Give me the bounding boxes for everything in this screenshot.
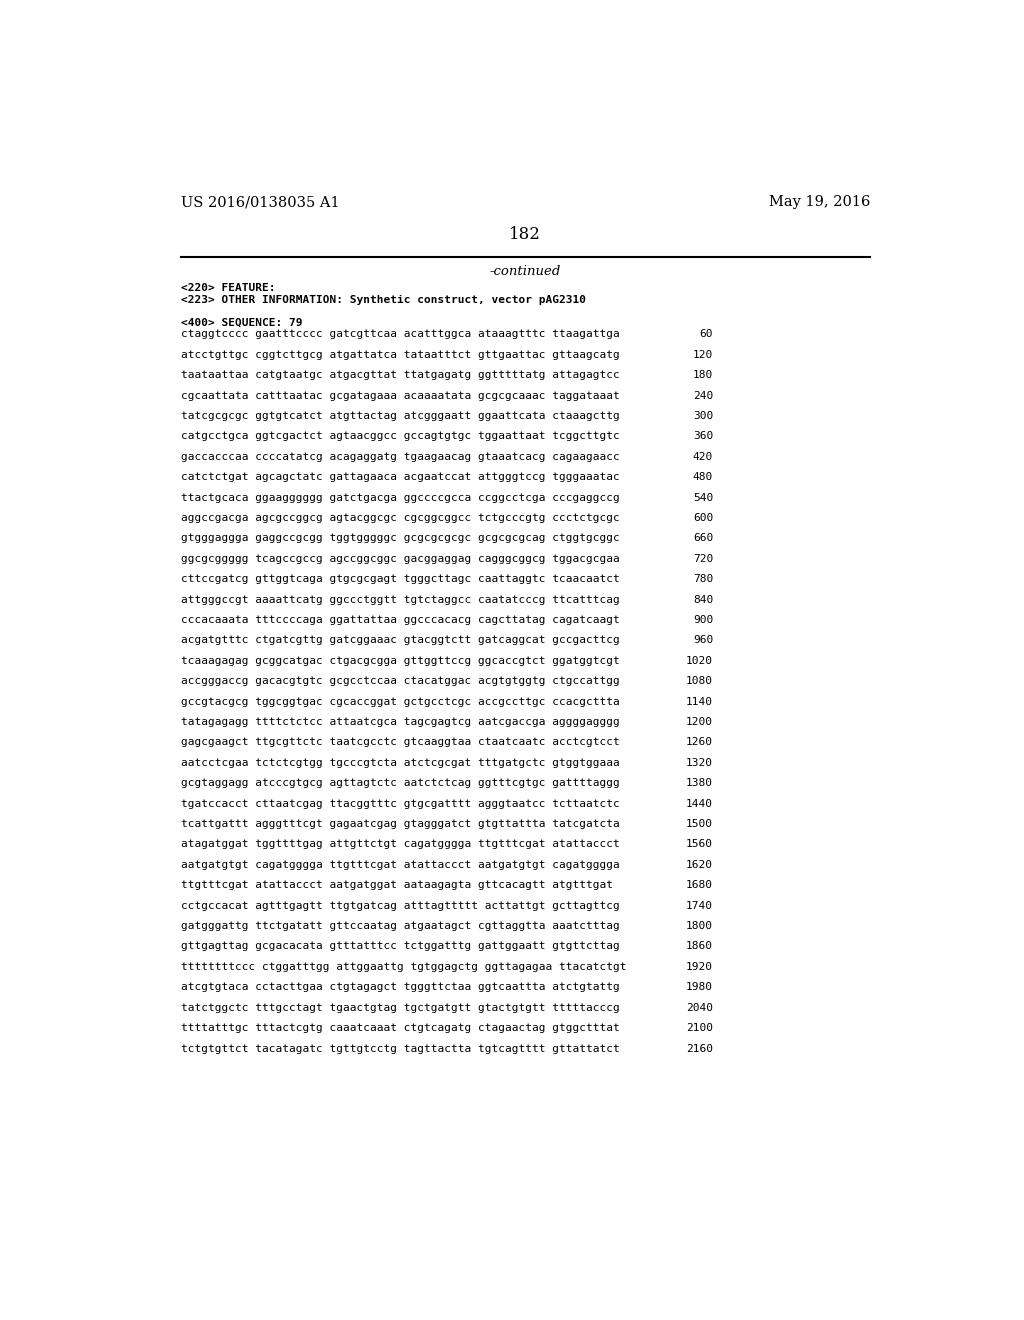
Text: 182: 182 [509,226,541,243]
Text: atcctgttgc cggtcttgcg atgattatca tataatttct gttgaattac gttaagcatg: atcctgttgc cggtcttgcg atgattatca tataatt… [180,350,620,360]
Text: cctgccacat agtttgagtt ttgtgatcag atttagttttt acttattgt gcttagttcg: cctgccacat agtttgagtt ttgtgatcag atttagt… [180,900,620,911]
Text: 780: 780 [693,574,713,585]
Text: aatgatgtgt cagatgggga ttgtttcgat atattaccct aatgatgtgt cagatgggga: aatgatgtgt cagatgggga ttgtttcgat atattac… [180,859,620,870]
Text: 1980: 1980 [686,982,713,993]
Text: cttccgatcg gttggtcaga gtgcgcgagt tgggcttagc caattaggtc tcaacaatct: cttccgatcg gttggtcaga gtgcgcgagt tgggctt… [180,574,620,585]
Text: 1200: 1200 [686,717,713,727]
Text: 60: 60 [699,330,713,339]
Text: 2040: 2040 [686,1003,713,1012]
Text: <220> FEATURE:: <220> FEATURE: [180,284,275,293]
Text: attgggccgt aaaattcatg ggccctggtt tgtctaggcc caatatcccg ttcatttcag: attgggccgt aaaattcatg ggccctggtt tgtctag… [180,594,620,605]
Text: 360: 360 [693,432,713,441]
Text: atcgtgtaca cctacttgaa ctgtagagct tgggttctaa ggtcaattta atctgtattg: atcgtgtaca cctacttgaa ctgtagagct tgggttc… [180,982,620,993]
Text: 600: 600 [693,513,713,523]
Text: ggcgcggggg tcagccgccg agccggcggc gacggaggag cagggcggcg tggacgcgaa: ggcgcggggg tcagccgccg agccggcggc gacggag… [180,554,620,564]
Text: 1260: 1260 [686,738,713,747]
Text: 540: 540 [693,492,713,503]
Text: 1620: 1620 [686,859,713,870]
Text: 300: 300 [693,411,713,421]
Text: 1380: 1380 [686,779,713,788]
Text: catctctgat agcagctatc gattagaaca acgaatccat attgggtccg tgggaaatac: catctctgat agcagctatc gattagaaca acgaatc… [180,473,620,482]
Text: tctgtgttct tacatagatc tgttgtcctg tagttactta tgtcagtttt gttattatct: tctgtgttct tacatagatc tgttgtcctg tagttac… [180,1044,620,1053]
Text: -continued: -continued [489,264,560,277]
Text: ttactgcaca ggaagggggg gatctgacga ggccccgcca ccggcctcga cccgaggccg: ttactgcaca ggaagggggg gatctgacga ggccccg… [180,492,620,503]
Text: ttgtttcgat atattaccct aatgatggat aataagagta gttcacagtt atgtttgat: ttgtttcgat atattaccct aatgatggat aataaga… [180,880,612,890]
Text: May 19, 2016: May 19, 2016 [769,195,870,210]
Text: acgatgtttc ctgatcgttg gatcggaaac gtacggtctt gatcaggcat gccgacttcg: acgatgtttc ctgatcgttg gatcggaaac gtacggt… [180,635,620,645]
Text: 480: 480 [693,473,713,482]
Text: aatcctcgaa tctctcgtgg tgcccgtcta atctcgcgat tttgatgctc gtggtggaaa: aatcctcgaa tctctcgtgg tgcccgtcta atctcgc… [180,758,620,768]
Text: 1080: 1080 [686,676,713,686]
Text: ctaggtcccc gaatttcccc gatcgttcaa acatttggca ataaagtttc ttaagattga: ctaggtcccc gaatttcccc gatcgttcaa acatttg… [180,330,620,339]
Text: atagatggat tggttttgag attgttctgt cagatgggga ttgtttcgat atattaccct: atagatggat tggttttgag attgttctgt cagatgg… [180,840,620,850]
Text: 960: 960 [693,635,713,645]
Text: 1860: 1860 [686,941,713,952]
Text: 660: 660 [693,533,713,544]
Text: 420: 420 [693,451,713,462]
Text: tatcgcgcgc ggtgtcatct atgttactag atcgggaatt ggaattcata ctaaagcttg: tatcgcgcgc ggtgtcatct atgttactag atcggga… [180,411,620,421]
Text: 1680: 1680 [686,880,713,890]
Text: tgatccacct cttaatcgag ttacggtttc gtgcgatttt agggtaatcc tcttaatctc: tgatccacct cttaatcgag ttacggtttc gtgcgat… [180,799,620,809]
Text: 1500: 1500 [686,818,713,829]
Text: 2160: 2160 [686,1044,713,1053]
Text: 900: 900 [693,615,713,624]
Text: 1560: 1560 [686,840,713,850]
Text: <223> OTHER INFORMATION: Synthetic construct, vector pAG2310: <223> OTHER INFORMATION: Synthetic const… [180,294,586,305]
Text: US 2016/0138035 A1: US 2016/0138035 A1 [180,195,339,210]
Text: 1920: 1920 [686,962,713,972]
Text: 720: 720 [693,554,713,564]
Text: accgggaccg gacacgtgtc gcgcctccaa ctacatggac acgtgtggtg ctgccattgg: accgggaccg gacacgtgtc gcgcctccaa ctacatg… [180,676,620,686]
Text: cccacaaata tttccccaga ggattattaa ggcccacacg cagcttatag cagatcaagt: cccacaaata tttccccaga ggattattaa ggcccac… [180,615,620,624]
Text: 1320: 1320 [686,758,713,768]
Text: 1440: 1440 [686,799,713,809]
Text: 180: 180 [693,370,713,380]
Text: 1020: 1020 [686,656,713,665]
Text: tcaaagagag gcggcatgac ctgacgcgga gttggttccg ggcaccgtct ggatggtcgt: tcaaagagag gcggcatgac ctgacgcgga gttggtt… [180,656,620,665]
Text: ttttatttgc tttactcgtg caaatcaaat ctgtcagatg ctagaactag gtggctttat: ttttatttgc tttactcgtg caaatcaaat ctgtcag… [180,1023,620,1034]
Text: 1140: 1140 [686,697,713,706]
Text: catgcctgca ggtcgactct agtaacggcc gccagtgtgc tggaattaat tcggcttgtc: catgcctgca ggtcgactct agtaacggcc gccagtg… [180,432,620,441]
Text: 1800: 1800 [686,921,713,931]
Text: 2100: 2100 [686,1023,713,1034]
Text: 840: 840 [693,594,713,605]
Text: 1740: 1740 [686,900,713,911]
Text: 120: 120 [693,350,713,360]
Text: 240: 240 [693,391,713,400]
Text: <400> SEQUENCE: 79: <400> SEQUENCE: 79 [180,318,302,327]
Text: gttgagttag gcgacacata gtttatttcc tctggatttg gattggaatt gtgttcttag: gttgagttag gcgacacata gtttatttcc tctggat… [180,941,620,952]
Text: gaccacccaa ccccatatcg acagaggatg tgaagaacag gtaaatcacg cagaagaacc: gaccacccaa ccccatatcg acagaggatg tgaagaa… [180,451,620,462]
Text: ttttttttccc ctggatttgg attggaattg tgtggagctg ggttagagaa ttacatctgt: ttttttttccc ctggatttgg attggaattg tgtgga… [180,962,627,972]
Text: gtgggaggga gaggccgcgg tggtgggggc gcgcgcgcgc gcgcgcgcag ctggtgcggc: gtgggaggga gaggccgcgg tggtgggggc gcgcgcg… [180,533,620,544]
Text: tatagagagg ttttctctcc attaatcgca tagcgagtcg aatcgaccga aggggagggg: tatagagagg ttttctctcc attaatcgca tagcgag… [180,717,620,727]
Text: tatctggctc tttgcctagt tgaactgtag tgctgatgtt gtactgtgtt tttttacccg: tatctggctc tttgcctagt tgaactgtag tgctgat… [180,1003,620,1012]
Text: gcgtaggagg atcccgtgcg agttagtctc aatctctcag ggtttcgtgc gattttaggg: gcgtaggagg atcccgtgcg agttagtctc aatctct… [180,779,620,788]
Text: taataattaa catgtaatgc atgacgttat ttatgagatg ggtttttatg attagagtcc: taataattaa catgtaatgc atgacgttat ttatgag… [180,370,620,380]
Text: aggccgacga agcgccggcg agtacggcgc cgcggcggcc tctgcccgtg ccctctgcgc: aggccgacga agcgccggcg agtacggcgc cgcggcg… [180,513,620,523]
Text: gatgggattg ttctgatatt gttccaatag atgaatagct cgttaggtta aaatctttag: gatgggattg ttctgatatt gttccaatag atgaata… [180,921,620,931]
Text: tcattgattt agggtttcgt gagaatcgag gtagggatct gtgttattta tatcgatcta: tcattgattt agggtttcgt gagaatcgag gtaggga… [180,818,620,829]
Text: gagcgaagct ttgcgttctc taatcgcctc gtcaaggtaa ctaatcaatc acctcgtcct: gagcgaagct ttgcgttctc taatcgcctc gtcaagg… [180,738,620,747]
Text: cgcaattata catttaatac gcgatagaaa acaaaatata gcgcgcaaac taggataaat: cgcaattata catttaatac gcgatagaaa acaaaat… [180,391,620,400]
Text: gccgtacgcg tggcggtgac cgcaccggat gctgcctcgc accgccttgc ccacgcttta: gccgtacgcg tggcggtgac cgcaccggat gctgcct… [180,697,620,706]
